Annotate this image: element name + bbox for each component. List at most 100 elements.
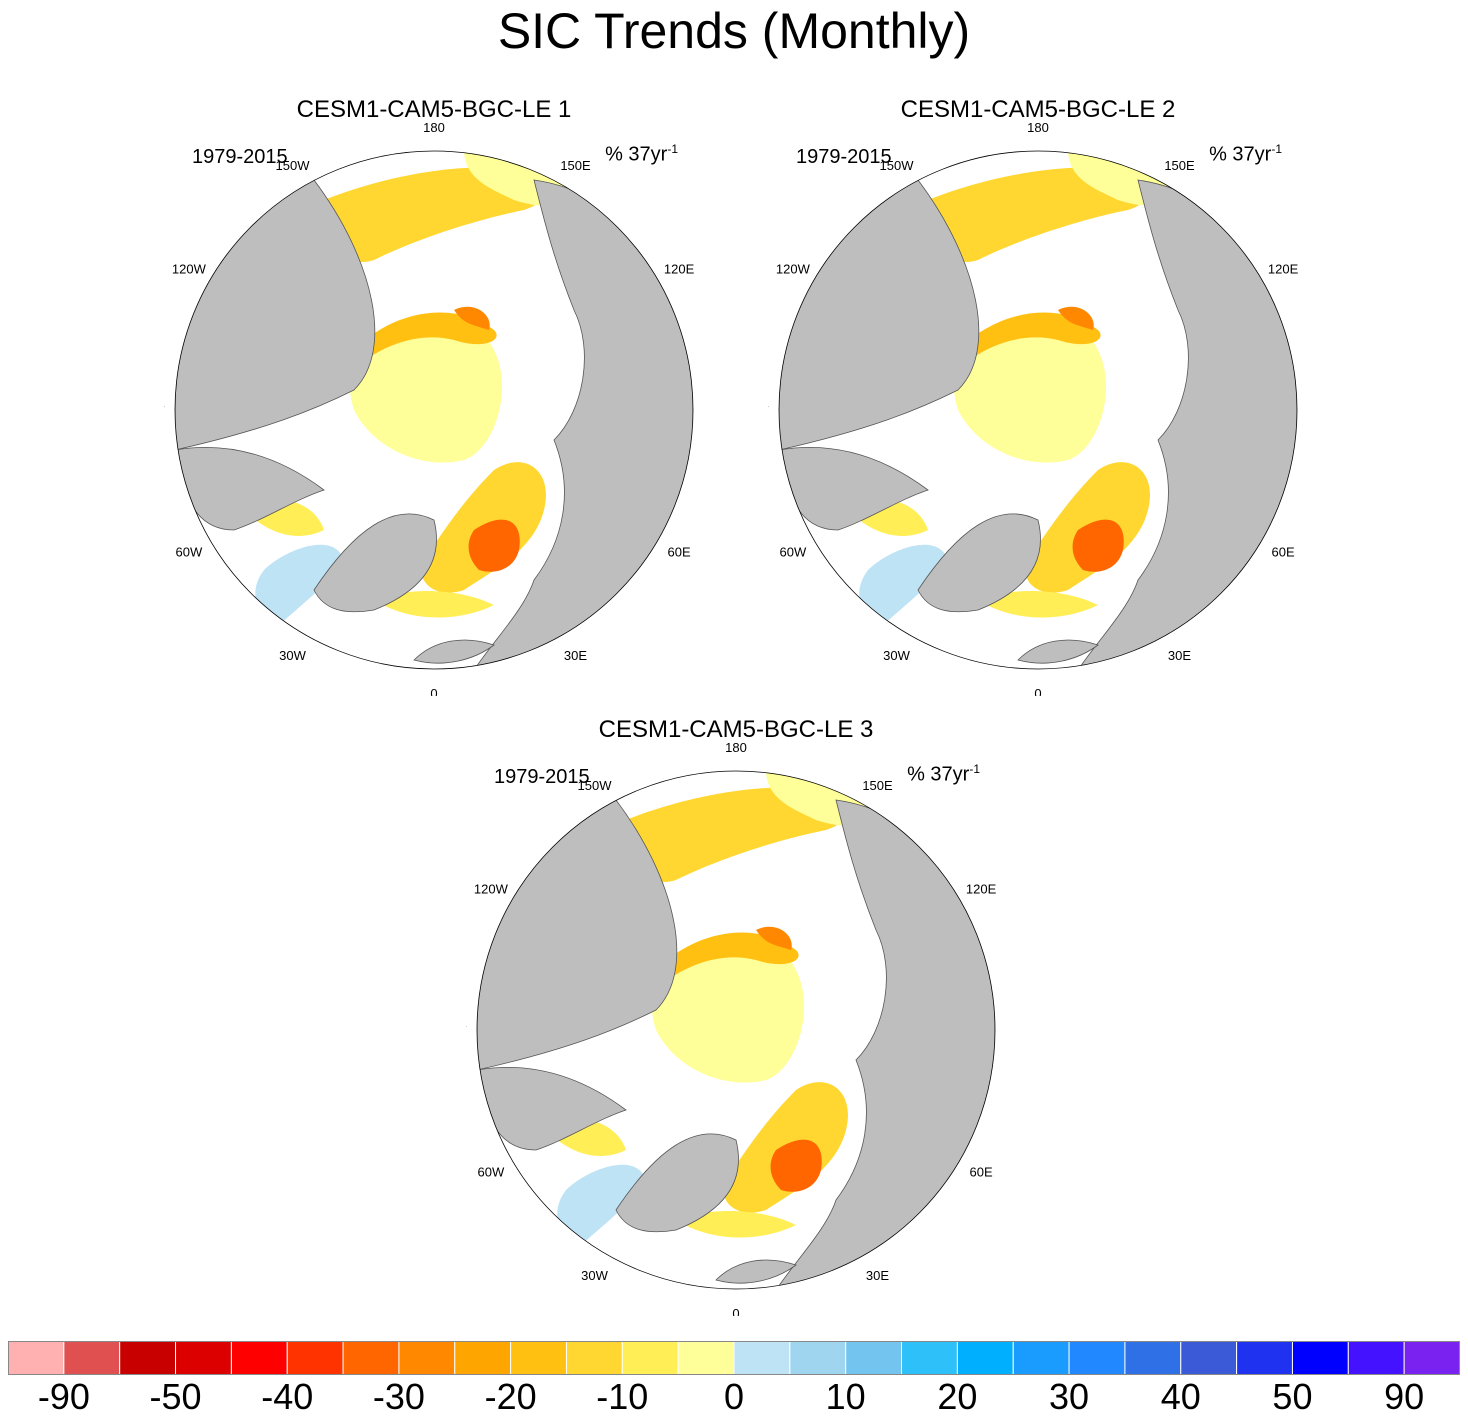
- longitude-tick-label: 60W: [478, 1165, 505, 1180]
- sic-trend-region: [656, 932, 799, 990]
- sic-trend-region: [756, 926, 792, 950]
- map-panel-3: CESM1-CAM5-BGC-LE 3 1979-2015 % 37yr-1 1…: [466, 716, 1006, 1316]
- colorbar: [8, 1341, 1460, 1376]
- colorbar-tick-label: -50: [149, 1376, 202, 1417]
- longitude-tick-label: 90W: [768, 403, 769, 418]
- sic-trend-region: [350, 314, 503, 463]
- longitude-tick-label: 120E: [966, 882, 997, 897]
- sic-trend-region: [322, 167, 547, 262]
- colorbar-tick-label: 20: [937, 1376, 978, 1417]
- land-mass: [917, 513, 1041, 613]
- colorbar-swatch: [1068, 1341, 1126, 1376]
- colorbar-tick-label: 90: [1384, 1376, 1425, 1417]
- longitude-tick-label: 30E: [1168, 648, 1191, 663]
- longitude-tick-label: 0: [732, 1306, 739, 1316]
- map-panel-2: CESM1-CAM5-BGC-LE 2 1979-2015 % 37yr-1 1…: [768, 96, 1308, 696]
- polar-map: 180150E120E90E60E30E030W60W90W120W150W: [768, 120, 1299, 696]
- sic-trend-region: [859, 544, 948, 630]
- longitude-tick-label: 60E: [970, 1165, 993, 1180]
- colorbar-swatch: [119, 1341, 177, 1376]
- colorbar-swatch: [454, 1341, 512, 1376]
- land-mass: [413, 639, 495, 664]
- longitude-tick-label: 180: [1027, 120, 1049, 135]
- map-content: [175, 151, 693, 669]
- sic-trend-region: [454, 306, 490, 330]
- sic-trend-region: [958, 312, 1101, 370]
- sic-trend-region: [468, 519, 520, 572]
- colorbar-swatch: [621, 1341, 679, 1376]
- units-label: % 37yr-1: [1209, 142, 1282, 166]
- longitude-tick-label: 60E: [1272, 545, 1295, 560]
- longitude-tick-label: 150W: [276, 158, 311, 173]
- sic-trend-region: [1058, 306, 1094, 330]
- sic-trend-region: [354, 312, 497, 370]
- colorbar-swatch: [1347, 1341, 1405, 1376]
- longitude-tick-label: 0: [430, 686, 437, 696]
- colorbar-swatch: [8, 1341, 65, 1376]
- longitude-tick-label: 30W: [279, 648, 306, 663]
- map-border: [778, 150, 1298, 670]
- longitude-tick-label: 60E: [668, 545, 691, 560]
- colorbar-swatch: [1180, 1341, 1238, 1376]
- longitude-tick-label: 180: [725, 740, 747, 755]
- sic-trend-region: [255, 544, 344, 630]
- colorbar-swatch: [398, 1341, 456, 1376]
- land-mass: [779, 447, 929, 531]
- map-border: [174, 150, 694, 670]
- panel-title: CESM1-CAM5-BGC-LE 1: [296, 96, 572, 123]
- land-mass: [615, 1133, 739, 1233]
- longitude-tick-label: 180: [423, 120, 445, 135]
- longitude-tick-label: 150E: [862, 778, 893, 793]
- colorbar-swatch: [1012, 1341, 1070, 1376]
- colorbar-swatch: [1291, 1341, 1349, 1376]
- land-mass: [175, 447, 325, 531]
- colorbar-swatch: [845, 1341, 903, 1376]
- colorbar-swatch: [342, 1341, 400, 1376]
- sic-trend-region: [374, 590, 494, 618]
- period-label: 1979-2015: [796, 146, 892, 168]
- longitude-tick-label: 30W: [883, 648, 910, 663]
- colorbar-tick-label: -10: [596, 1376, 649, 1417]
- units-label: % 37yr-1: [907, 762, 980, 786]
- sic-trend-region: [954, 314, 1107, 463]
- colorbar-tick-label: 40: [1160, 1376, 1201, 1417]
- colorbar-swatch: [677, 1341, 735, 1376]
- colorbar-tick-label: -20: [484, 1376, 537, 1417]
- sic-trend-region: [624, 787, 849, 882]
- longitude-tick-label: 150E: [1164, 158, 1195, 173]
- colorbar-swatch: [1124, 1341, 1182, 1376]
- colorbar-tick-label: 0: [723, 1376, 745, 1417]
- longitude-tick-label: 120E: [1268, 262, 1299, 277]
- colorbar-swatch: [1236, 1341, 1293, 1376]
- longitude-tick-label: 0: [1034, 686, 1041, 696]
- colorbar-tick-label: 10: [825, 1376, 866, 1417]
- polar-map: 180150E120E90E60E30E030W60W90W120W150W: [164, 120, 695, 696]
- colorbar-swatch: [956, 1341, 1014, 1376]
- panel-title: CESM1-CAM5-BGC-LE 2: [900, 96, 1176, 123]
- sic-trend-region: [557, 1164, 646, 1250]
- longitude-tick-label: 30E: [866, 1268, 889, 1283]
- longitude-tick-label: 90W: [164, 403, 165, 418]
- sic-trend-region: [978, 590, 1098, 618]
- map-content: [477, 771, 995, 1289]
- colorbar-swatch: [789, 1341, 847, 1376]
- panel-title: CESM1-CAM5-BGC-LE 3: [598, 716, 874, 743]
- longitude-tick-label: 90W: [466, 1023, 467, 1038]
- longitude-tick-label: 120W: [776, 262, 811, 277]
- land-mass: [715, 1259, 797, 1284]
- longitude-tick-label: 120W: [172, 262, 207, 277]
- colorbar-swatch: [901, 1341, 958, 1376]
- colorbar-swatch: [230, 1341, 288, 1376]
- colorbar-tick-label: -40: [261, 1376, 314, 1417]
- longitude-tick-label: 30E: [564, 648, 587, 663]
- land-mass: [313, 513, 437, 613]
- polar-map: 180150E120E90E60E30E030W60W90W120W150W: [466, 740, 997, 1316]
- land-mass: [477, 1067, 627, 1151]
- longitude-tick-label: 150E: [560, 158, 591, 173]
- sic-trend-region: [676, 1210, 796, 1238]
- sic-trend-region: [652, 934, 805, 1083]
- sic-trend-region: [1072, 519, 1124, 572]
- longitude-tick-label: 120E: [664, 262, 695, 277]
- colorbar-swatch: [63, 1341, 121, 1376]
- colorbar-swatch: [733, 1341, 791, 1376]
